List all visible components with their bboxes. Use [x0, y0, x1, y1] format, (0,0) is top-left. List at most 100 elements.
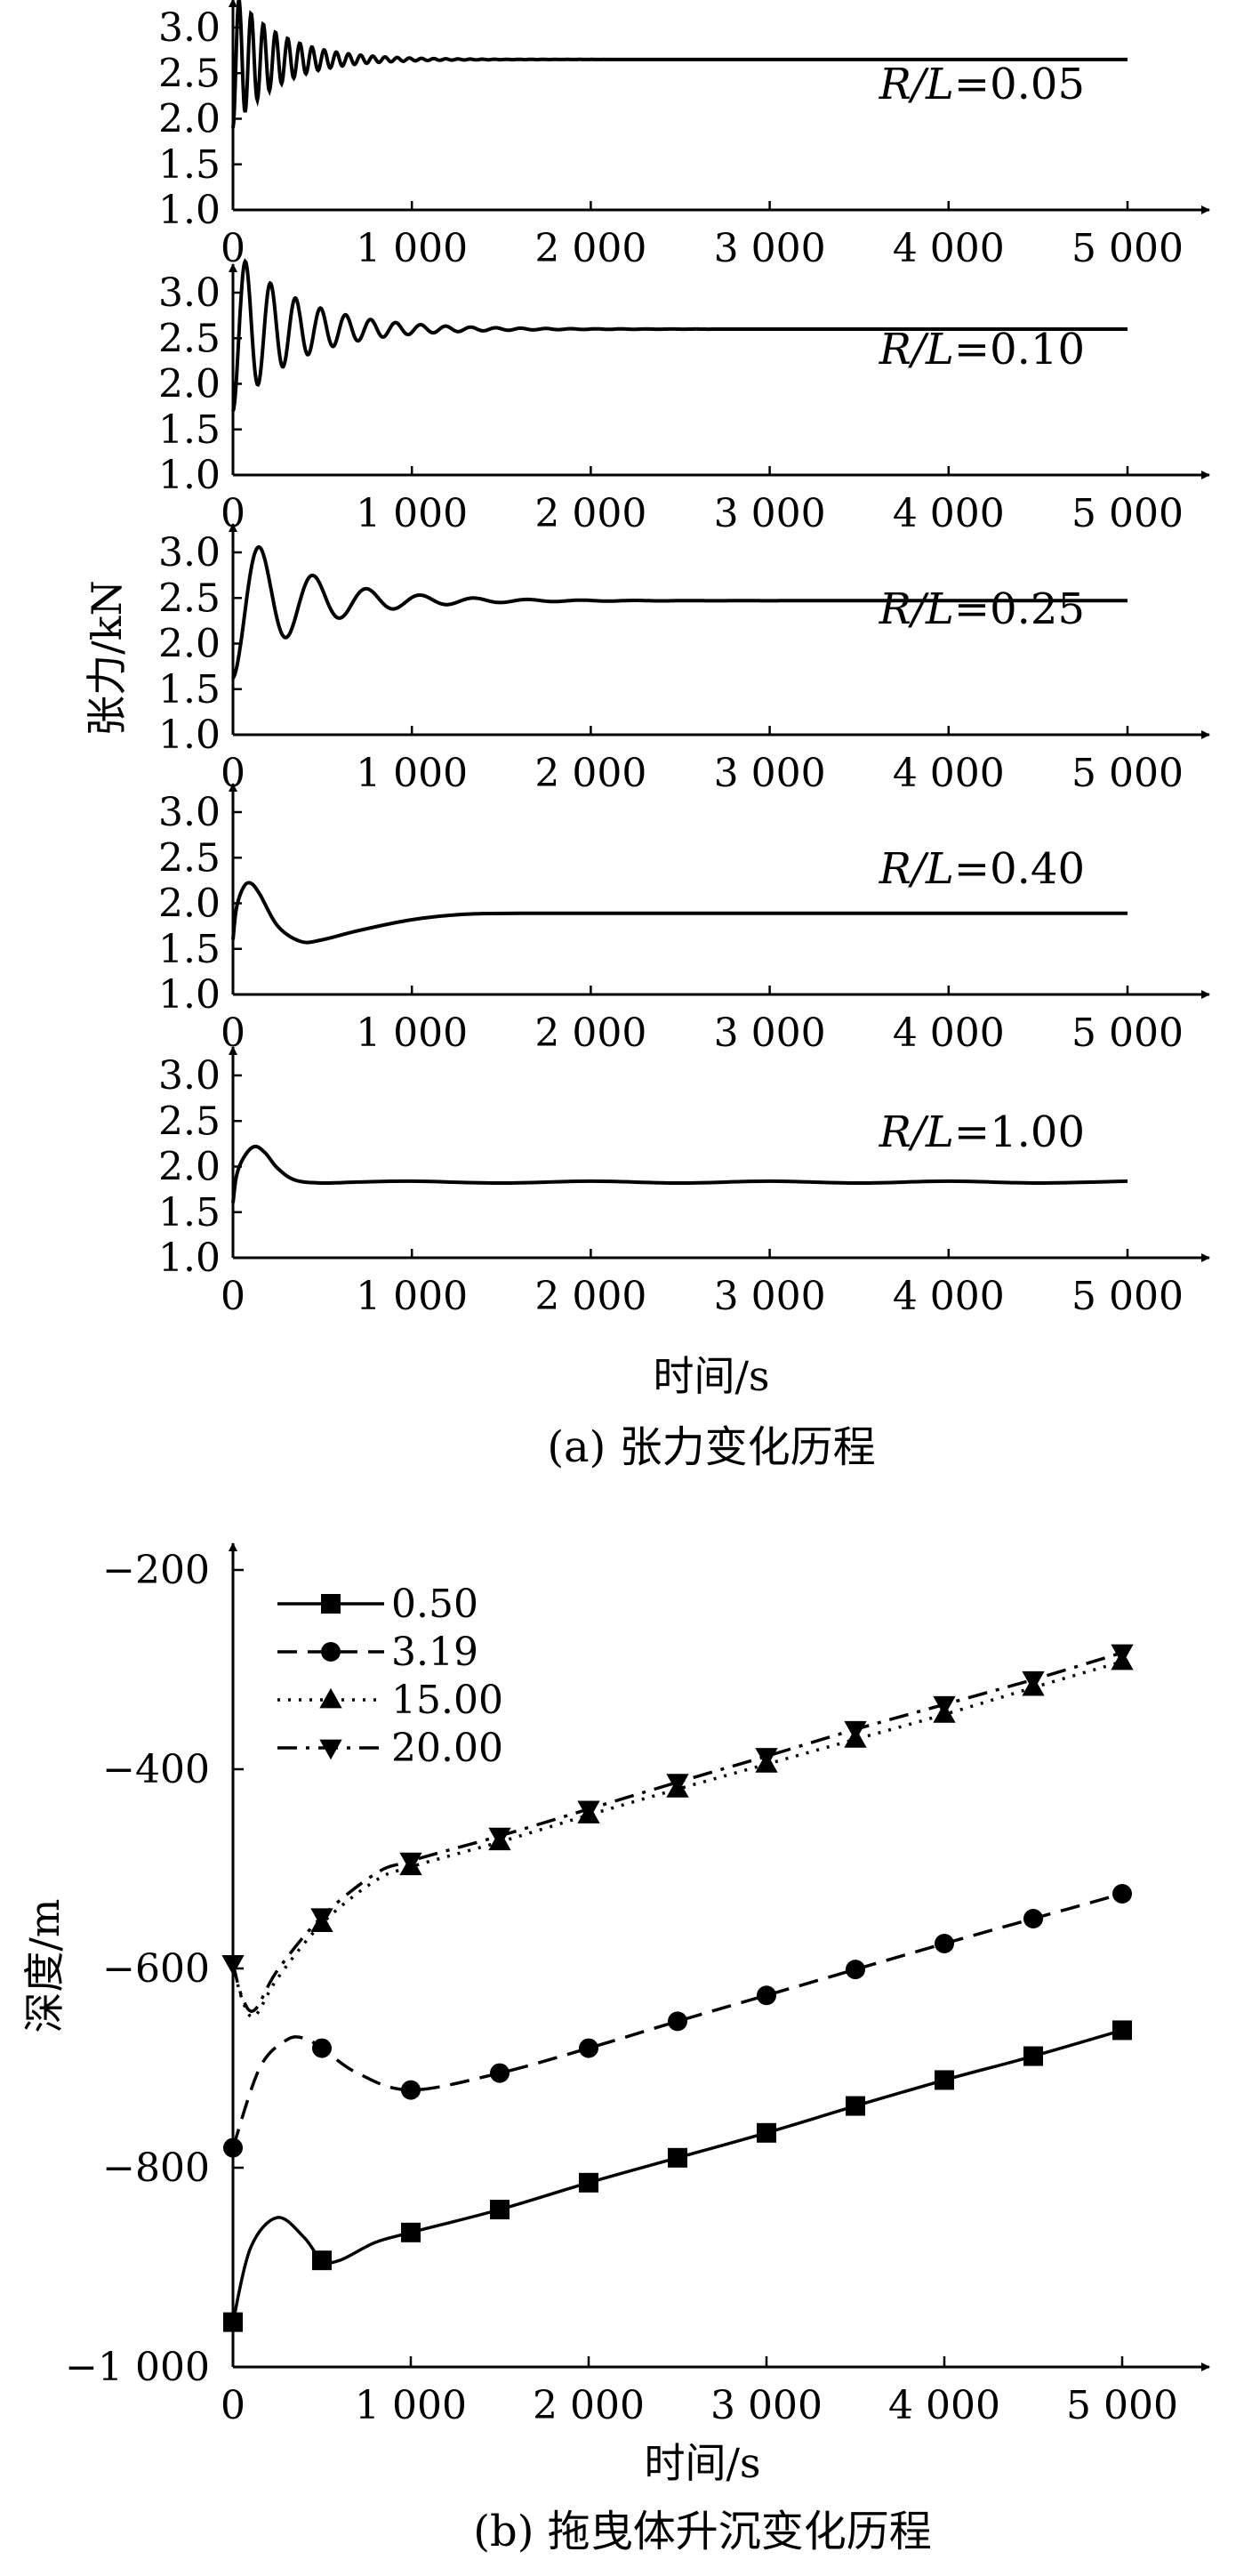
x-tick-label: 1 000 — [356, 1274, 468, 1319]
tension-panel: 1.01.52.02.53.00 1 000 2 000 3 000 4 000 5 00… — [158, 0, 1210, 1319]
data-point-marker — [319, 1687, 342, 1709]
data-point-marker — [757, 1985, 776, 2006]
x-tick-label: 3 000 — [714, 226, 826, 271]
legend-label: 20.00 — [391, 1726, 503, 1771]
depth-series-1 — [223, 2020, 1132, 2332]
x-tick-label: 4 000 — [893, 1010, 1005, 1056]
data-point-marker — [312, 2038, 332, 2058]
y-tick-label: 3.0 — [158, 1053, 221, 1099]
tension-subplot-3: 1.01.52.02.53.00 1 000 2 000 3 000 4 000 5 00… — [158, 523, 1210, 796]
legend-item: 15.00 — [277, 1678, 503, 1723]
y-tick-label: −1 000 — [65, 2345, 210, 2390]
y-tick-label: 2.0 — [158, 622, 221, 667]
series-annotation: R/L=0.25 — [879, 584, 1085, 634]
depth-series-line — [231, 1892, 1123, 2149]
data-point-marker — [321, 1594, 341, 1614]
legend-label: 15.00 — [391, 1678, 503, 1723]
x-tick-label: 2 000 — [534, 491, 646, 536]
tension-subplot-4: 1.01.52.02.53.00 1 000 2 000 3 000 4 000 5 00… — [158, 783, 1210, 1056]
x-tick-label: 4 000 — [893, 751, 1005, 796]
x-tick-label: 3 000 — [714, 1274, 826, 1319]
legend-label: 3.19 — [391, 1630, 478, 1675]
x-tick-label: 2 000 — [533, 2383, 645, 2428]
x-tick-label: 4 000 — [893, 226, 1005, 271]
data-point-marker — [401, 2080, 421, 2100]
x-tick-label: 2 000 — [534, 226, 646, 271]
data-point-marker — [668, 2011, 687, 2032]
data-point-marker — [488, 1827, 511, 1848]
tension-subplot-1: 1.01.52.02.53.00 1 000 2 000 3 000 4 000 5 00… — [158, 0, 1210, 271]
legend-label: 0.50 — [391, 1582, 478, 1627]
y-tick-label: 1.5 — [158, 142, 221, 188]
y-tick-label: 2.5 — [158, 835, 221, 881]
data-point-marker — [1112, 1884, 1132, 1904]
y-tick-label: 2.5 — [158, 51, 221, 96]
x-tick-label: 5 000 — [1071, 491, 1184, 536]
depth-series-3 — [231, 1649, 1134, 2019]
x-tick-label: 5 000 — [1071, 226, 1184, 271]
data-point-marker — [844, 1720, 867, 1742]
legend-item: 20.00 — [277, 1726, 503, 1771]
x-tick-label: 5 000 — [1071, 751, 1184, 796]
y-tick-label: −600 — [102, 1946, 210, 1992]
data-point-marker — [399, 1852, 422, 1873]
data-point-marker — [223, 2312, 243, 2332]
tension-series-line — [231, 881, 1128, 945]
data-point-marker — [401, 2222, 421, 2242]
y-tick-label: −800 — [102, 2145, 210, 2191]
y-tick-label: 2.0 — [158, 97, 221, 142]
y-tick-label: 3.0 — [158, 530, 221, 576]
depth-series-4 — [221, 1644, 1134, 2013]
x-tick-label: 0 — [221, 2383, 245, 2428]
data-point-marker — [846, 2096, 865, 2116]
y-tick-label: 3.0 — [158, 270, 221, 316]
x-tick-label: 5 000 — [1071, 1274, 1184, 1319]
y-tick-label: 1.5 — [158, 1190, 221, 1236]
data-point-marker — [221, 1955, 245, 1976]
data-point-marker — [935, 2070, 954, 2090]
series-annotation: R/L=1.00 — [879, 1107, 1085, 1157]
y-tick-label: 2.0 — [158, 1145, 221, 1190]
data-point-marker — [1022, 1670, 1045, 1692]
data-point-marker — [666, 1774, 689, 1794]
x-tick-label: 5 000 — [1066, 2383, 1178, 2428]
y-tick-label: 1.0 — [158, 453, 221, 498]
tension-series-line — [231, 258, 1128, 412]
x-tick-label: 1 000 — [356, 751, 468, 796]
y-tick-label: 1.0 — [158, 188, 221, 233]
y-tick-label: 1.0 — [158, 712, 221, 758]
depth-series-line — [231, 1651, 1123, 2013]
data-point-marker — [490, 2063, 510, 2083]
caption-a: (a) 张力变化历程 — [547, 1422, 875, 1472]
x-tick-label: 2 000 — [534, 1274, 646, 1319]
data-point-marker — [310, 1908, 333, 1928]
x-tick-label: 2 000 — [534, 751, 646, 796]
x-tick-label: 4 000 — [893, 491, 1005, 536]
tension-subplot-2: 1.01.52.02.53.00 1 000 2 000 3 000 4 000 5 00… — [158, 258, 1210, 536]
y-tick-label: 1.5 — [158, 667, 221, 712]
y-tick-label: 2.5 — [158, 316, 221, 361]
depth-series-line — [231, 1660, 1123, 2019]
data-point-marker — [933, 1695, 956, 1717]
data-point-marker — [577, 1800, 600, 1821]
data-point-marker — [1112, 2020, 1132, 2041]
series-annotation: R/L=0.10 — [879, 325, 1085, 374]
data-point-marker — [223, 2137, 243, 2158]
x-tick-label: 3 000 — [714, 491, 826, 536]
x-tick-label: 4 000 — [888, 2383, 1000, 2428]
depth-panel: −1 000 −800 −600 −400 −200 0 1 000 2 000 3 000 4 … — [65, 1542, 1210, 2428]
depth-series-line — [231, 2028, 1123, 2323]
data-point-marker — [579, 2038, 598, 2058]
caption-b: (b) 拖曳体升沉变化历程 — [473, 2507, 931, 2556]
y-tick-label: 3.0 — [158, 790, 221, 835]
y-tick-label: 2.5 — [158, 576, 221, 621]
legend-item: 3.19 — [277, 1630, 478, 1675]
x-tick-label: 5 000 — [1071, 1010, 1184, 1056]
y-tick-label: 3.0 — [158, 5, 221, 51]
tension-y-axis-label: 张力/kN — [83, 580, 131, 737]
data-point-marker — [490, 2200, 510, 2220]
tension-series-line — [231, 1144, 1128, 1203]
y-tick-label: 2.0 — [158, 362, 221, 407]
series-annotation: R/L=0.40 — [879, 844, 1085, 894]
